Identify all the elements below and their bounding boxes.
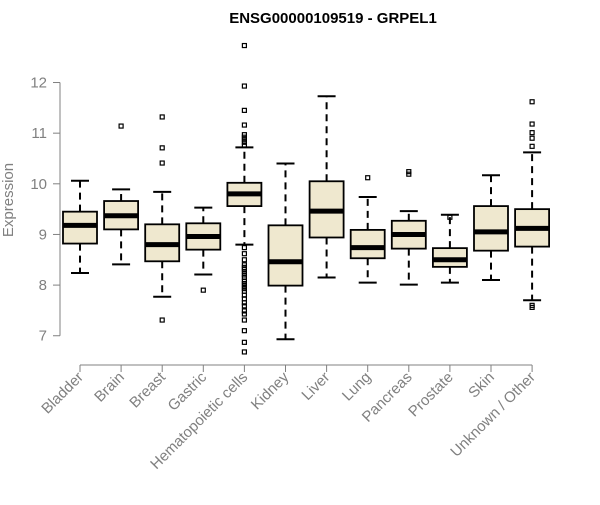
box-group [514,99,550,310]
y-tick-label: 10 [30,176,47,193]
outlier-point [241,257,247,263]
outlier-point [118,123,124,129]
x-tick-label: Brain [91,369,128,406]
y-axis: 7 8 9 10 11 12 [30,75,61,345]
x-tick-label: Bladder [38,369,87,418]
box-series [62,42,550,355]
y-tick-label: 11 [31,125,47,142]
box-iqr [473,205,509,252]
outlier-point [241,42,247,49]
box-group [431,213,468,284]
outlier-point [159,160,165,166]
outlier-point [241,245,247,251]
outlier-point [529,304,535,310]
outlier-point [200,287,206,293]
outlier-point [241,308,247,314]
box-group [144,114,181,323]
outlier-point [241,339,247,345]
outlier-point [529,135,535,141]
x-tick-label: Lung [339,369,375,405]
outlier-point [241,139,247,145]
box-iqr [349,228,386,260]
outlier-point [241,300,247,306]
outlier-point [529,143,535,149]
outlier-point [241,142,247,148]
x-tick-label: Breast [126,368,169,411]
box-group [349,175,386,284]
y-tick-label: 12 [30,75,47,92]
outlier-point [241,311,247,317]
x-tick-label: Liver [298,369,333,404]
x-tick-label: Prostate [405,369,457,421]
outlier-point [241,83,247,89]
box-group [62,179,98,274]
outlier-point [241,107,247,113]
outlier-point [447,214,453,220]
outlier-point [159,145,165,151]
outlier-point [159,114,165,120]
outlier-point [241,122,247,128]
x-tick-label: Skin [465,369,498,402]
outlier-point [529,130,535,136]
outlier-point [159,317,165,323]
y-tick-label: 9 [39,226,47,243]
box-group [473,174,509,282]
outlier-point [241,349,247,355]
x-tick-label: Kidney [248,368,293,413]
outlier-point [241,251,247,257]
box-group [308,95,345,279]
y-tick-label: 8 [39,277,47,294]
outlier-point [365,175,371,181]
box-group [390,169,427,286]
y-axis-label: Expression [0,163,17,237]
outlier-point [406,171,412,177]
y-tick-label: 7 [39,328,47,345]
box-group [226,42,263,355]
box-group [185,206,222,293]
box-iqr [267,224,304,287]
outlier-point [241,317,247,323]
outlier-point [241,269,247,275]
box-group [103,123,139,266]
box-group [267,162,304,341]
outlier-point [241,328,247,334]
outlier-point [241,303,247,309]
chart-title: ENSG00000109519 - GRPEL1 [229,10,437,27]
outlier-point [529,121,535,127]
outlier-point [529,99,535,105]
